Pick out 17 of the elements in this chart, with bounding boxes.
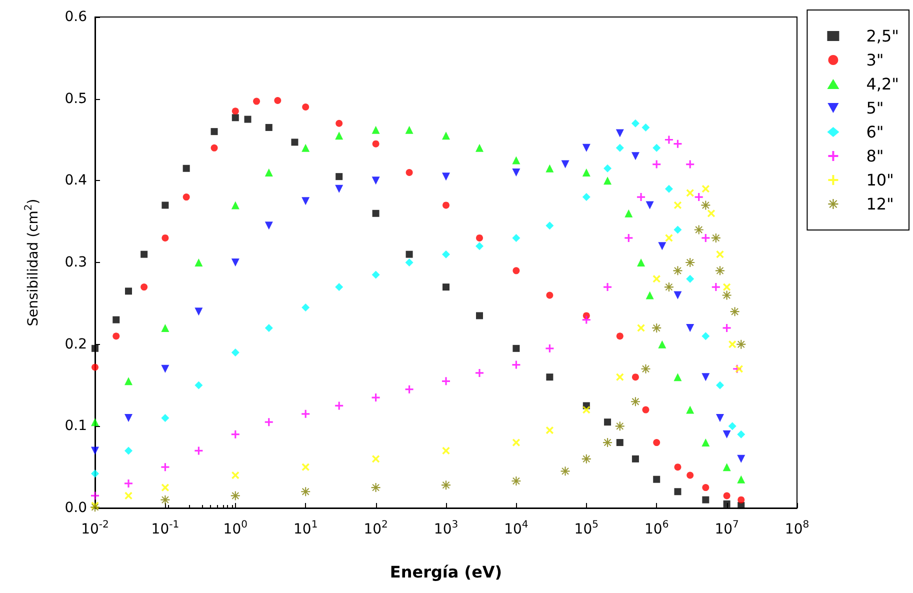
legend-label: 3" [866,50,884,70]
y-tick-label: 0.0 [64,500,87,516]
y-axis-title: Sensibilidad (cm2) [24,198,42,326]
legend-label: 10" [866,170,894,190]
legend-label: 8" [866,146,884,166]
legend-label: 4,2" [866,74,900,94]
y-tick-label: 0.5 [64,90,87,107]
y-tick-label: 0.3 [64,254,87,270]
y-tick-label: 0.2 [64,336,87,352]
legend-label: 12" [866,194,894,214]
y-tick-label: 0.1 [64,418,87,434]
y-tick-label: 0.6 [64,9,88,25]
legend-label: 2,5" [866,26,900,46]
y-tick-label: 0.4 [64,172,88,189]
legend-label: 5" [866,98,884,118]
legend-label: 6" [866,122,884,142]
x-axis-title: Energía (eV) [390,562,502,582]
